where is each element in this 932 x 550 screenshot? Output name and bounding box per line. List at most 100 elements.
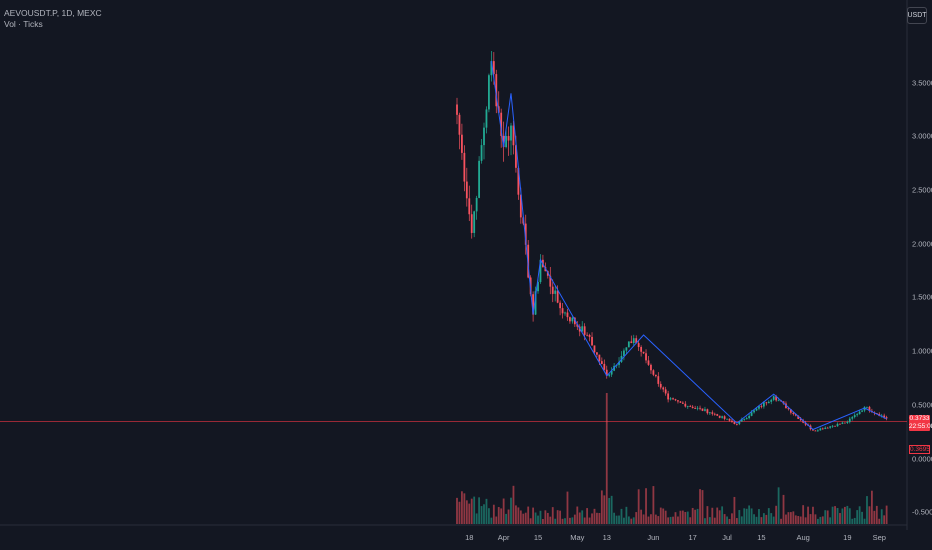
volume-bar	[870, 490, 873, 524]
volume-bar	[684, 511, 687, 524]
candle-body	[605, 369, 608, 376]
volume-bar	[608, 497, 611, 524]
volume-bar	[696, 508, 699, 524]
candle-body	[679, 401, 682, 403]
candle-body	[539, 259, 542, 282]
time-tick-label: Aug	[796, 533, 810, 542]
candle-body	[843, 422, 846, 424]
volume-bar	[492, 504, 495, 524]
volume-bar	[799, 516, 802, 524]
candle-body	[598, 354, 601, 362]
volume-bar	[610, 495, 613, 524]
candle-body	[856, 414, 859, 416]
volume-bar	[767, 508, 770, 524]
candle-body	[652, 370, 655, 375]
candle-body	[623, 350, 625, 356]
volume-bar	[834, 506, 836, 524]
volume-bar	[458, 501, 461, 524]
candle-body	[750, 412, 753, 416]
candle-body	[753, 410, 755, 413]
volume-bar	[775, 505, 778, 524]
candle-body	[677, 400, 679, 402]
volume-bar	[549, 516, 552, 524]
volume-bar	[573, 514, 576, 524]
candle-body	[645, 353, 647, 361]
volume-bar	[654, 514, 657, 524]
zigzag-line	[490, 61, 887, 431]
candle-body	[711, 412, 714, 414]
candle-body	[767, 401, 770, 404]
candle-body	[515, 145, 517, 168]
volume-bar	[856, 510, 859, 524]
time-tick-label: 18	[465, 533, 474, 542]
candle-body	[480, 145, 483, 161]
indicator-title[interactable]: Vol · Ticks	[4, 19, 43, 29]
candle-body	[571, 317, 574, 322]
volume-bar	[704, 518, 706, 524]
candle-body	[551, 286, 554, 294]
candle-body	[490, 61, 493, 76]
candle-body	[588, 334, 591, 337]
candle-body	[772, 396, 775, 400]
time-tick-label: Jun	[647, 533, 660, 542]
candle-body	[701, 408, 704, 411]
volume-bar	[647, 516, 650, 524]
last-price-value: 0.3733	[909, 415, 930, 422]
candle-body	[696, 407, 699, 409]
volume-bar	[735, 518, 738, 524]
candle-body	[814, 430, 817, 432]
candle-body	[632, 338, 635, 344]
candle-body	[794, 414, 797, 416]
volume-bar	[537, 515, 539, 524]
volume-bar	[593, 508, 596, 524]
volume-bar	[721, 506, 724, 524]
volume-bar	[777, 487, 780, 524]
candle-body	[635, 338, 638, 344]
volume-bar	[532, 507, 535, 524]
candle-body	[863, 406, 866, 411]
volume-bar	[571, 517, 574, 524]
volume-bar	[853, 517, 856, 524]
volume-bar	[475, 513, 478, 524]
volume-bar	[650, 514, 652, 524]
candle-body	[465, 181, 468, 199]
candle-body	[566, 312, 569, 318]
candle-body	[684, 403, 687, 407]
candle-body	[593, 345, 596, 353]
volume-bar	[600, 490, 603, 524]
candle-body	[534, 291, 537, 315]
volume-bar	[723, 514, 726, 524]
candle-body	[559, 302, 562, 309]
time-tick-label: 13	[602, 533, 611, 542]
volume-bar	[463, 493, 466, 524]
volume-bar	[578, 512, 581, 524]
time-tick-label: 19	[843, 533, 852, 542]
volume-bar	[701, 490, 704, 524]
volume-bar	[603, 495, 606, 524]
volume-bar	[615, 515, 618, 524]
volume-bar	[780, 518, 782, 524]
candle-body	[596, 352, 598, 355]
volume-bar	[731, 513, 733, 524]
symbol-title[interactable]: AEVOUSDT.P, 1D, MEXC	[4, 8, 102, 18]
candle-body	[640, 346, 643, 352]
volume-bar	[566, 491, 569, 524]
candle-body	[603, 363, 606, 370]
candle-body	[829, 426, 832, 428]
candle-body	[581, 326, 584, 332]
volume-bar	[620, 508, 623, 524]
candle-body	[537, 281, 539, 292]
volume-bar	[583, 517, 586, 524]
volume-bar	[630, 518, 633, 524]
candle-body	[473, 211, 476, 233]
volume-bar	[544, 510, 547, 524]
volume-bar	[679, 510, 682, 524]
volume-bar	[576, 506, 579, 524]
volume-bar	[551, 507, 554, 524]
volume-bar	[672, 516, 674, 524]
currency-button[interactable]: USDT	[907, 7, 927, 24]
candle-body	[775, 396, 778, 401]
